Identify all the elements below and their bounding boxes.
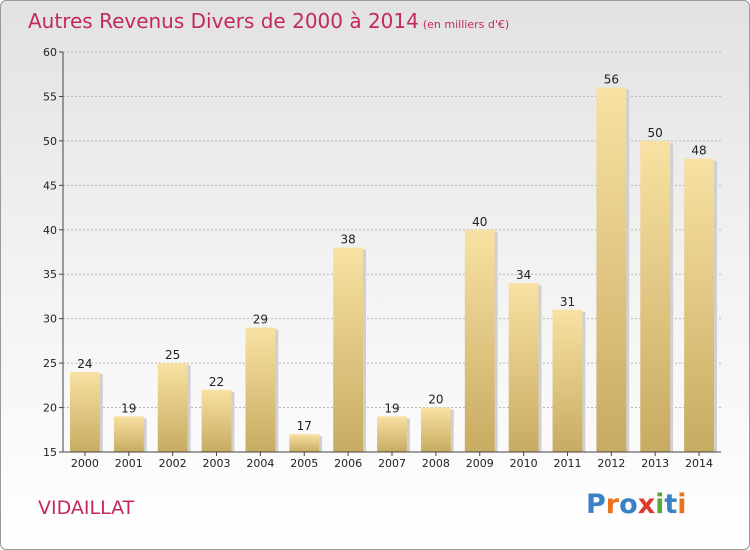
y-tick-label: 35 xyxy=(43,268,57,281)
x-tick-label: 2009 xyxy=(466,457,494,470)
x-tick-label: 2006 xyxy=(334,457,362,470)
y-tick-label: 45 xyxy=(43,179,57,192)
y-tick-label: 55 xyxy=(43,90,57,103)
bar-value-label: 22 xyxy=(209,375,224,389)
proxiti-logo: Proxiti xyxy=(586,489,687,520)
bar-2010 xyxy=(508,283,539,452)
x-tick-label: 2002 xyxy=(159,457,187,470)
bar-value-label: 19 xyxy=(121,401,136,415)
bar-value-label: 34 xyxy=(516,268,531,282)
logo-letter: i xyxy=(655,489,665,520)
bar-2008 xyxy=(420,407,451,452)
axes: 15 20 25 30 35 40 45 50 55 60 2000 2001 2002 2003 2004… xyxy=(43,46,721,470)
bar-2011 xyxy=(552,309,583,452)
y-tick-label: 15 xyxy=(43,446,57,459)
bar-value-label: 24 xyxy=(77,357,92,371)
x-tick-label: 2005 xyxy=(290,457,318,470)
y-tick-label: 60 xyxy=(43,46,57,59)
bar-value-label: 38 xyxy=(340,233,355,247)
logo-letter: t xyxy=(664,489,678,520)
bar-value-label: 40 xyxy=(472,215,487,229)
logo-letter: x xyxy=(637,489,656,520)
x-tick-label: 2000 xyxy=(71,457,99,470)
bar-2001 xyxy=(113,416,144,452)
y-tick-label: 20 xyxy=(43,402,57,415)
y-tick-label: 30 xyxy=(43,313,57,326)
x-tick-label: 2010 xyxy=(510,457,538,470)
bar-2005 xyxy=(289,434,320,452)
bar-value-label: 56 xyxy=(604,73,619,87)
bar-value-label: 50 xyxy=(648,126,663,140)
bar-2012 xyxy=(596,87,627,453)
bar-2004 xyxy=(245,327,276,452)
bar-2007 xyxy=(377,416,407,452)
y-tick-label: 25 xyxy=(43,357,57,370)
x-tick-label: 2008 xyxy=(422,457,450,470)
chart-title: Autres Revenus Divers de 2000 à 2014 (en … xyxy=(28,9,509,33)
bar-2006 xyxy=(333,247,364,452)
y-tick-label: 50 xyxy=(43,135,57,148)
x-tick-label: 2004 xyxy=(246,457,274,470)
x-tick-label: 2011 xyxy=(553,457,581,470)
bar-2013 xyxy=(640,140,671,452)
bar-value-label: 25 xyxy=(165,348,180,362)
logo-letter: i xyxy=(677,489,687,520)
bar-2009 xyxy=(464,229,495,452)
bar-2000 xyxy=(70,372,100,452)
x-tick-label: 2012 xyxy=(597,457,625,470)
x-tick-label: 2003 xyxy=(203,457,231,470)
chart-subtitle: (en milliers d'€) xyxy=(422,18,510,31)
logo-letter: r xyxy=(605,489,620,520)
x-tick-label: 2013 xyxy=(641,457,669,470)
bar-2014 xyxy=(684,158,714,452)
logo-letter: P xyxy=(586,489,606,520)
bar-value-label: 29 xyxy=(253,313,268,327)
bar-2003 xyxy=(201,389,232,452)
chart-title-text: Autres Revenus Divers de 2000 à 2014 xyxy=(28,9,419,33)
bar-value-label: 31 xyxy=(560,295,575,309)
x-tick-label: 2007 xyxy=(378,457,406,470)
y-tick-label: 40 xyxy=(43,224,57,237)
bar-value-label: 17 xyxy=(297,419,312,433)
bar-value-label: 48 xyxy=(691,144,706,158)
bar-2002 xyxy=(157,363,188,452)
logo-letter: o xyxy=(619,489,638,520)
x-tick-label: 2001 xyxy=(115,457,143,470)
place-name: VIDAILLAT xyxy=(38,497,135,519)
bars: 24 19 25 22 29 17 38 19 20 40 34 31 56 50 48 xyxy=(70,73,717,453)
x-tick-label: 2014 xyxy=(685,457,713,470)
bar-value-label: 20 xyxy=(428,393,443,407)
bar-value-label: 19 xyxy=(384,401,399,415)
